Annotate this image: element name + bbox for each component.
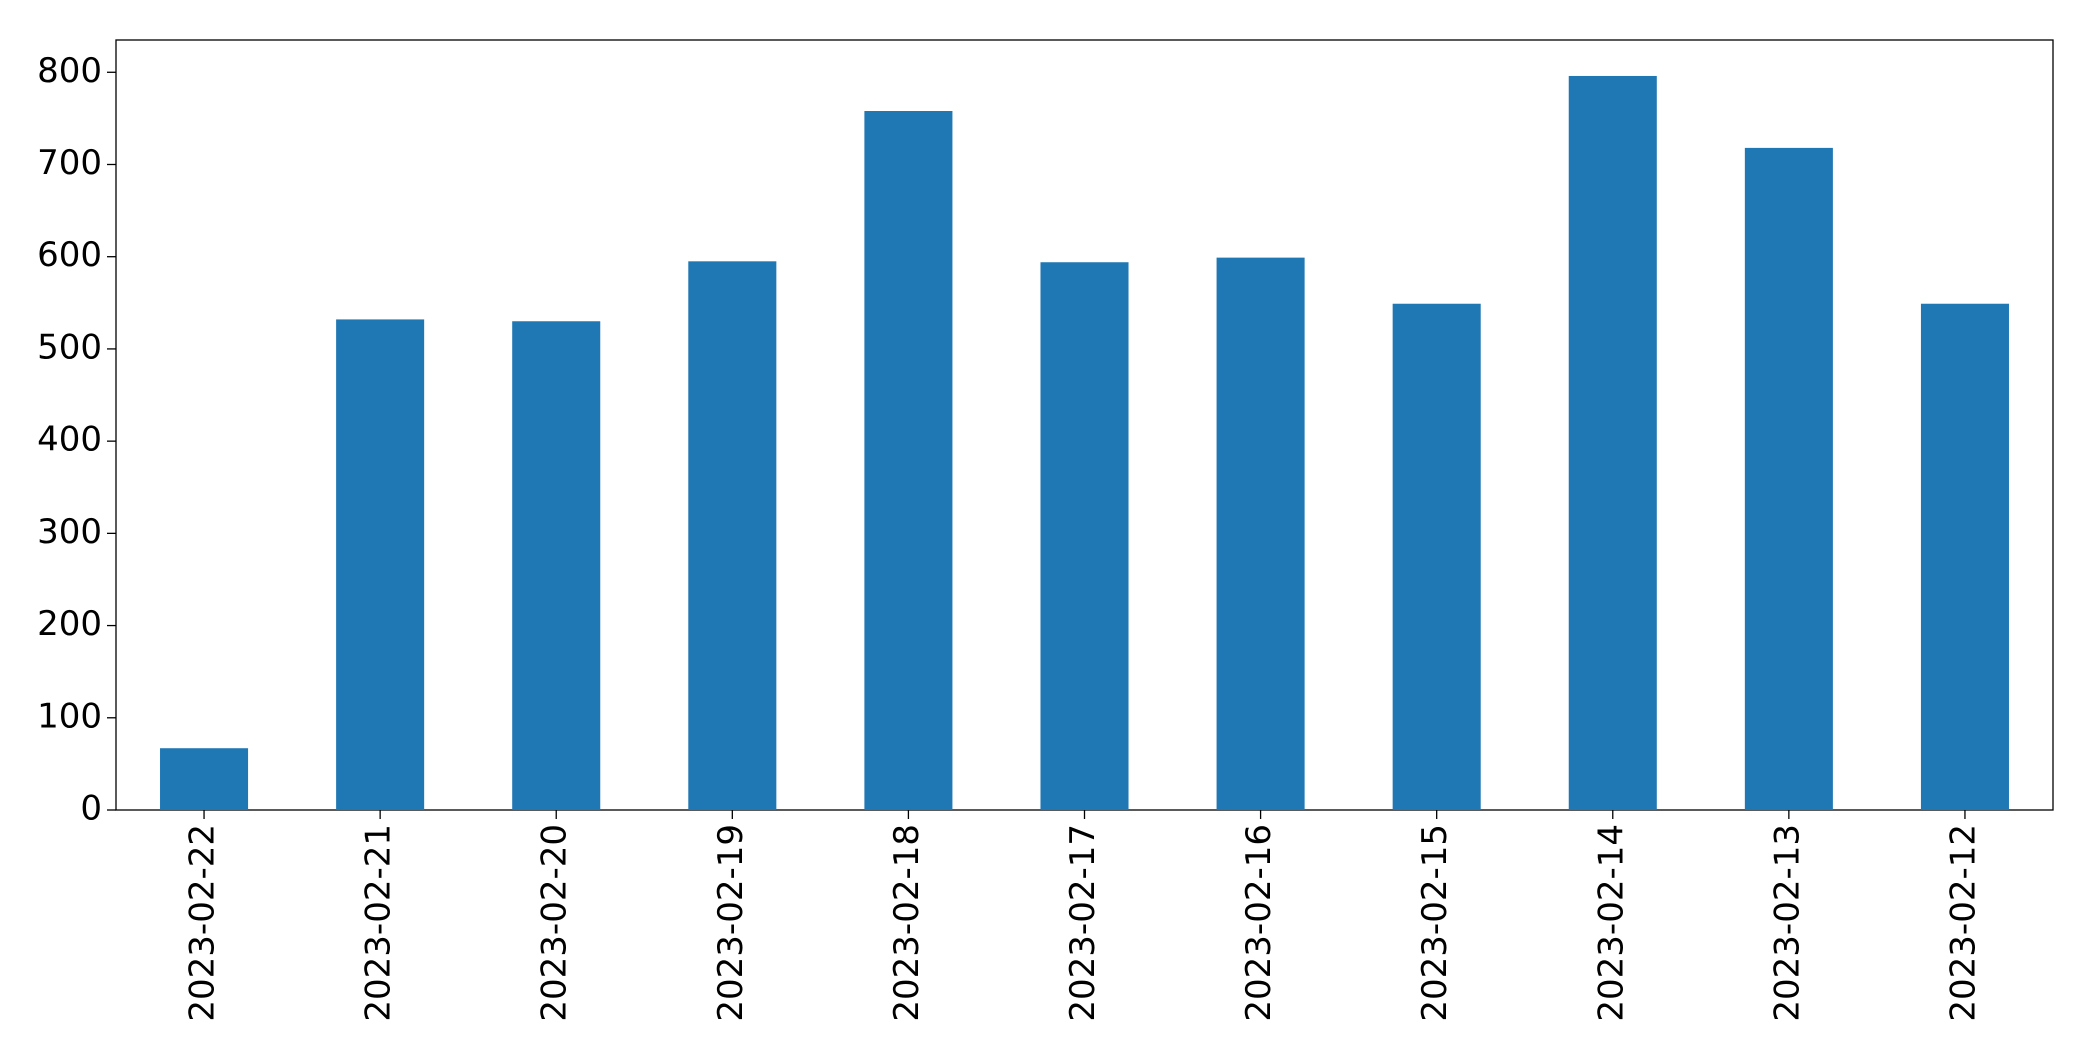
- x-tick-label: 2023-02-13: [1767, 824, 1807, 1022]
- y-tick-label: 300: [37, 512, 102, 552]
- x-tick-label: 2023-02-14: [1591, 824, 1631, 1022]
- bar: [1216, 257, 1305, 810]
- bar: [336, 319, 425, 810]
- bar: [688, 261, 777, 810]
- y-tick-label: 700: [37, 143, 102, 183]
- bar: [512, 321, 601, 810]
- bar: [1568, 75, 1657, 811]
- bar: [1392, 303, 1481, 810]
- bar: [1040, 262, 1129, 811]
- x-tick-label: 2023-02-18: [887, 824, 927, 1022]
- x-tick-label: 2023-02-22: [183, 824, 223, 1022]
- y-tick-label: 0: [80, 789, 102, 829]
- bar: [864, 111, 953, 811]
- x-tick-label: 2023-02-15: [1415, 824, 1455, 1022]
- y-tick-label: 800: [37, 51, 102, 91]
- y-tick-label: 100: [37, 696, 102, 736]
- x-tick-label: 2023-02-21: [359, 824, 399, 1022]
- x-tick-label: 2023-02-12: [1943, 824, 1983, 1022]
- x-tick-label: 2023-02-20: [535, 824, 575, 1022]
- y-tick-label: 400: [37, 420, 102, 460]
- x-tick-label: 2023-02-19: [711, 824, 751, 1022]
- bar: [1744, 147, 1833, 810]
- y-tick-label: 500: [37, 327, 102, 367]
- x-tick-label: 2023-02-17: [1063, 824, 1103, 1022]
- x-tick-label: 2023-02-16: [1239, 824, 1279, 1022]
- bar: [1920, 303, 2009, 810]
- bar: [160, 748, 249, 810]
- y-tick-label: 200: [37, 604, 102, 644]
- y-tick-label: 600: [37, 235, 102, 275]
